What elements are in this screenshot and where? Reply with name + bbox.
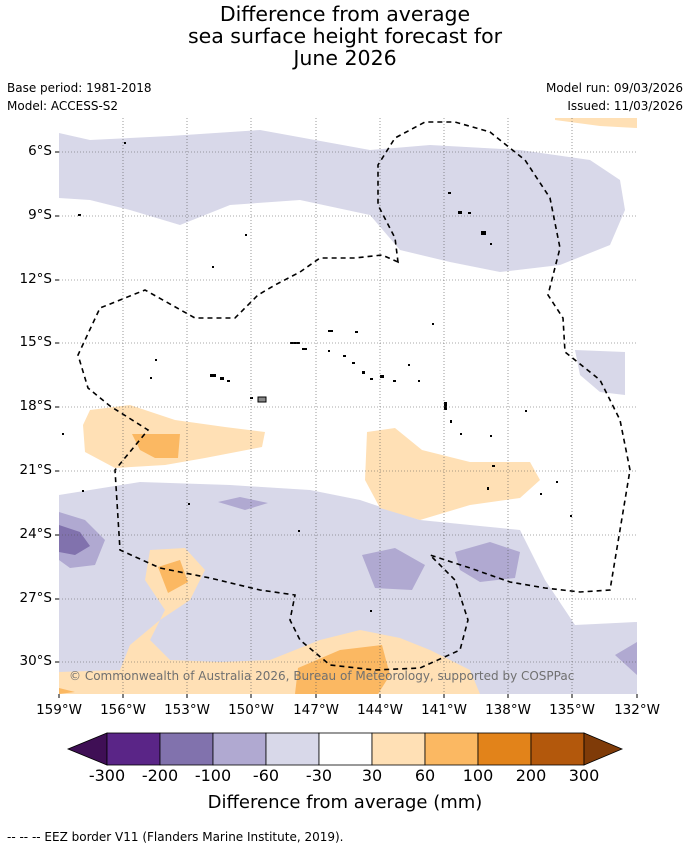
eez-border <box>77 121 631 671</box>
map-title: Difference from average sea surface heig… <box>0 3 690 69</box>
lat-label-15s: 15°S <box>19 334 53 350</box>
anomaly-core-southeast <box>615 642 637 675</box>
colorbar-swatch-60-30 <box>265 732 320 766</box>
colorbar <box>66 732 624 766</box>
copyright-notice: © Commonwealth of Australia 2026, Bureau… <box>69 669 575 683</box>
anomaly-core-east <box>455 542 520 582</box>
lat-label-30s: 30°S <box>19 653 53 669</box>
lat-label-18s: 18°S <box>19 398 53 414</box>
base-period: Base period: 1981-2018 <box>7 81 152 95</box>
gridlines <box>59 118 637 694</box>
islands <box>62 142 572 612</box>
lat-label-6s: 6°S <box>28 143 52 159</box>
colorbar-swatch-60-100 <box>424 732 479 766</box>
model-name: Model: ACCESS-S2 <box>7 99 119 113</box>
anomaly-field <box>59 118 637 694</box>
colorbar-tick-neg100: -100 <box>194 766 232 785</box>
lon-label-144w: 144°W <box>357 702 403 718</box>
lon-label-153w: 153°W <box>164 702 210 718</box>
anomaly-region-east-negative <box>575 350 625 395</box>
colorbar-swatch-100-60 <box>212 732 267 766</box>
anomaly-region-northeast-positive <box>555 118 637 128</box>
anomaly-core-center <box>362 548 425 590</box>
lat-label-24s: 24°S <box>19 526 53 542</box>
anomaly-region-north-negative <box>59 130 625 272</box>
anomaly-core-band <box>218 497 268 510</box>
lat-label-21s: 21°S <box>19 462 53 478</box>
eez-footnote: -- -- -- EEZ border V11 (Flanders Marine… <box>7 830 344 844</box>
anomaly-core-southwest-positive <box>158 560 188 593</box>
model-run: Model run: 09/03/2026 <box>545 81 683 95</box>
lon-label-150w: 150°W <box>228 702 274 718</box>
anomaly-core-west-inner <box>59 525 90 555</box>
colorbar-tick-60: 60 <box>414 766 436 785</box>
colorbar-tick-200: 200 <box>515 766 547 785</box>
colorbar-swatch-30-60 <box>371 732 426 766</box>
lat-label-12s: 12°S <box>19 271 53 287</box>
lon-label-135w: 135°W <box>549 702 595 718</box>
lon-label-159w: 159°W <box>36 702 82 718</box>
title-line-3: June 2026 <box>293 46 397 70</box>
colorbar-swatch-100-200 <box>477 732 532 766</box>
colorbar-tick-neg30: -30 <box>305 766 333 785</box>
model-info: Base period: 1981-2018 Model: ACCESS-S2 <box>7 79 152 115</box>
colorbar-tick-neg60: -60 <box>252 766 280 785</box>
lon-label-147w: 147°W <box>293 702 339 718</box>
run-info: Model run: 09/03/2026 Issued: 11/03/2026 <box>546 79 683 115</box>
anomaly-region-center-positive <box>365 428 540 520</box>
lon-label-138w: 138°W <box>485 702 531 718</box>
anomaly-core-far-southwest <box>59 688 75 694</box>
colorbar-tick-30: 30 <box>361 766 383 785</box>
lon-label-141w: 141°W <box>421 702 467 718</box>
colorbar-tick-100: 100 <box>462 766 494 785</box>
colorbar-swatch-300-200 <box>106 732 161 766</box>
colorbar-tick-300: 300 <box>568 766 600 785</box>
lon-label-156w: 156°W <box>100 702 146 718</box>
colorbar-swatch-200-100 <box>159 732 214 766</box>
issued-date: Issued: 11/03/2026 <box>567 99 683 113</box>
colorbar-swatch-above-300 <box>583 732 624 766</box>
colorbar-swatch-neutral <box>318 732 373 766</box>
title-line-2: sea surface height forecast for <box>187 24 503 48</box>
colorbar-tick-neg300: -300 <box>88 766 126 785</box>
lon-label-132w: 132°W <box>614 702 660 718</box>
colorbar-title: Difference from average (mm) <box>207 792 483 813</box>
anomaly-core-west-positive <box>132 434 180 458</box>
axis-ticks <box>55 151 638 698</box>
title-line-1: Difference from average <box>219 2 471 26</box>
anomaly-core-south-positive <box>295 645 390 694</box>
colorbar-swatch-below-300 <box>66 732 108 766</box>
colorbar-swatch-200-300 <box>530 732 585 766</box>
lat-label-9s: 9°S <box>28 207 52 223</box>
lat-label-27s: 27°S <box>19 590 53 606</box>
colorbar-tick-neg200: -200 <box>141 766 179 785</box>
